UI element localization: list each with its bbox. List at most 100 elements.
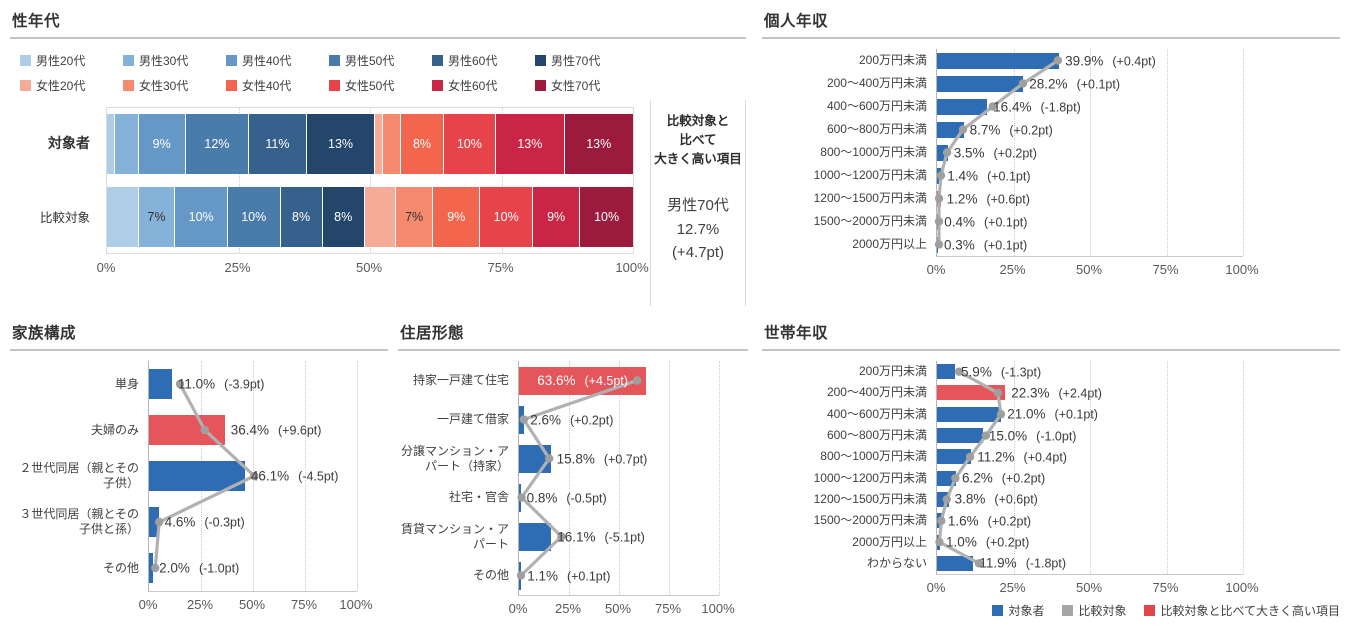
value-label: 39.9% (+0.4pt) bbox=[1065, 53, 1156, 68]
value-label: 3.8% (+0.6pt) bbox=[955, 492, 1038, 507]
bar-segment[interactable]: 10% bbox=[443, 114, 497, 174]
bar-segment[interactable]: 7% bbox=[138, 187, 176, 247]
note-value-line: 12.7% bbox=[676, 220, 720, 238]
bar[interactable] bbox=[937, 236, 938, 253]
bar[interactable] bbox=[937, 98, 988, 115]
bar-segment[interactable]: 13% bbox=[306, 114, 376, 174]
bar-segment[interactable] bbox=[364, 187, 397, 247]
bar[interactable] bbox=[519, 483, 521, 512]
legend-item[interactable]: 比較対象 bbox=[1062, 602, 1126, 619]
axis-tick: 0% bbox=[926, 580, 946, 595]
gridline bbox=[1166, 361, 1168, 574]
diff-text: (+0.1pt) bbox=[987, 169, 1031, 183]
bar[interactable] bbox=[937, 449, 972, 465]
bar-segment[interactable]: 13% bbox=[496, 114, 565, 174]
bar[interactable] bbox=[937, 190, 941, 207]
bar-segment[interactable] bbox=[107, 114, 115, 174]
bar-segment[interactable]: 8% bbox=[280, 187, 323, 247]
bar[interactable] bbox=[149, 507, 159, 537]
bar[interactable] bbox=[149, 415, 225, 445]
bar-segment[interactable] bbox=[114, 114, 139, 174]
bar-segment[interactable]: 10% bbox=[580, 187, 633, 247]
diff-text: (+0.6pt) bbox=[986, 192, 1030, 206]
category-label: 分譲マンション・アパート（持家） bbox=[400, 443, 509, 473]
bar[interactable] bbox=[519, 405, 525, 434]
legend-swatch bbox=[432, 80, 443, 91]
category-label: ２世代同居（親とその子供） bbox=[19, 461, 139, 490]
value-text: 39.9% bbox=[1065, 53, 1104, 68]
bar[interactable] bbox=[937, 167, 942, 184]
legend-label: 女性40代 bbox=[242, 79, 292, 93]
bar-segment[interactable]: 8% bbox=[401, 114, 444, 174]
bar[interactable] bbox=[937, 513, 942, 529]
bar-segment[interactable]: 9% bbox=[433, 187, 481, 247]
legend-item[interactable]: 男性60代 bbox=[432, 49, 535, 72]
bar[interactable] bbox=[937, 428, 983, 444]
legend-item[interactable]: 比較対象と比べて大きく高い項目 bbox=[1144, 602, 1340, 619]
axis-tick: 75% bbox=[487, 260, 514, 275]
personal-income-chart: 200万円未満 200～400万円未満 400～600万円未満 600～800万円未満… bbox=[762, 49, 1340, 286]
bar-segment[interactable]: 10% bbox=[175, 187, 228, 247]
family-structure-chart: 単身 夫婦のみ ２世代同居（親とその子供） ３世代同居（親とその子供と孫） その他 11.… bbox=[10, 361, 388, 621]
bar[interactable] bbox=[937, 470, 956, 486]
bar[interactable] bbox=[937, 213, 939, 230]
legend-item[interactable]: 女性20代 bbox=[20, 74, 123, 97]
bar-segment[interactable]: 11% bbox=[248, 114, 307, 174]
bar-segment[interactable]: 13% bbox=[564, 114, 633, 174]
diff-text: (+0.1pt) bbox=[984, 215, 1028, 229]
legend-item[interactable]: 男性40代 bbox=[226, 49, 329, 72]
bar[interactable] bbox=[937, 406, 1002, 422]
bar[interactable] bbox=[937, 121, 964, 138]
bar-segment[interactable] bbox=[375, 114, 384, 174]
bar[interactable] bbox=[149, 369, 172, 399]
bar[interactable] bbox=[937, 534, 941, 550]
bar-segment[interactable]: 12% bbox=[185, 114, 249, 174]
legend-item[interactable]: 女性30代 bbox=[123, 74, 226, 97]
bar[interactable] bbox=[519, 522, 552, 551]
legend-swatch bbox=[123, 55, 134, 66]
value-label: 46.1% (-4.5pt) bbox=[251, 469, 339, 484]
bar[interactable] bbox=[937, 491, 949, 507]
bar-segment[interactable]: 7% bbox=[396, 187, 434, 247]
value-text: 1.2% bbox=[946, 191, 978, 206]
legend-item[interactable]: 女性40代 bbox=[226, 74, 329, 97]
bar-segment[interactable]: 8% bbox=[322, 187, 365, 247]
bar-segment[interactable] bbox=[383, 114, 402, 174]
legend-item[interactable]: 女性60代 bbox=[432, 74, 535, 97]
bar[interactable] bbox=[937, 144, 948, 161]
legend-label: 男性40代 bbox=[242, 54, 292, 68]
bar[interactable] bbox=[937, 52, 1060, 69]
category-label: 800～1000万円未満 bbox=[820, 145, 927, 159]
sex-age-chart: 男性20代 男性30代 男性40代 男性50代 男性60代 男性70代女性20代 女性30代… bbox=[10, 49, 746, 280]
bar[interactable] bbox=[937, 555, 974, 571]
category-label: 200万円未満 bbox=[858, 53, 927, 67]
legend-item[interactable]: 男性20代 bbox=[20, 49, 123, 72]
bar[interactable] bbox=[149, 553, 154, 583]
bar-segment[interactable]: 9% bbox=[532, 187, 581, 247]
category-label: 200万円未満 bbox=[858, 364, 927, 379]
bar[interactable] bbox=[937, 75, 1024, 92]
note-heading-line: 比べて bbox=[679, 132, 717, 147]
category-label: 1200～1500万円未満 bbox=[813, 491, 927, 506]
bar-segment[interactable]: 10% bbox=[480, 187, 533, 247]
legend-item[interactable]: 女性70代 bbox=[535, 74, 638, 97]
category-label: 一戸建て借家 bbox=[436, 412, 509, 426]
legend-swatch bbox=[226, 80, 237, 91]
legend-item[interactable]: 女性50代 bbox=[329, 74, 432, 97]
bar-segment[interactable]: 9% bbox=[138, 114, 186, 174]
bar[interactable] bbox=[937, 385, 1006, 401]
legend-item[interactable]: 男性70代 bbox=[535, 49, 638, 72]
bar-segment[interactable]: 10% bbox=[227, 187, 281, 247]
bar[interactable] bbox=[519, 444, 551, 473]
bar-segment[interactable] bbox=[107, 187, 139, 247]
gridline bbox=[305, 361, 306, 591]
bar[interactable] bbox=[937, 364, 956, 380]
legend-item[interactable]: 対象者 bbox=[992, 602, 1044, 619]
bar[interactable] bbox=[519, 561, 522, 590]
bar[interactable] bbox=[149, 461, 245, 491]
diff-text: (+4.5pt) bbox=[584, 373, 628, 388]
axis-tick: 75% bbox=[290, 597, 318, 612]
legend-item[interactable]: 男性50代 bbox=[329, 49, 432, 72]
stacked-bar: 7% 10% 10% 8% 8% 7% 9% 10% 9% 10% bbox=[107, 187, 633, 247]
legend-item[interactable]: 男性30代 bbox=[123, 49, 226, 72]
